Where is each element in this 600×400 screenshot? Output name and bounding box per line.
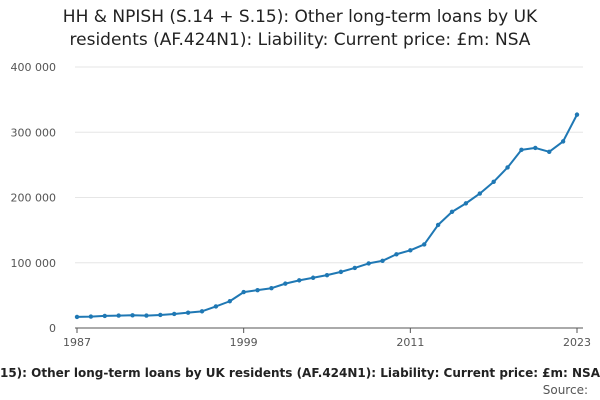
data-point[interactable] (297, 278, 302, 283)
data-point[interactable] (255, 287, 260, 293)
data-point[interactable] (338, 269, 344, 275)
footer-caption-text: HH & NPISH (S.14 + S.15): Other long-ter… (0, 366, 600, 380)
data-point[interactable] (227, 299, 232, 304)
data-point[interactable] (560, 139, 566, 144)
footer-caption: HH & NPISH (S.14 + S.15): Other long-ter… (0, 366, 600, 380)
data-point[interactable] (74, 314, 80, 320)
x-tick-label: 2023 (563, 336, 591, 349)
data-point[interactable] (158, 312, 163, 318)
x-tick-label: 1999 (230, 336, 258, 349)
data-point[interactable] (366, 261, 371, 266)
series-layer (74, 112, 580, 320)
data-point[interactable] (172, 311, 177, 317)
y-tick-label: 100 000 (11, 257, 57, 270)
y-tick-label: 200 000 (11, 192, 57, 205)
y-tick-label: 400 000 (11, 61, 57, 74)
data-point[interactable] (324, 272, 330, 278)
y-tick-label: 300 000 (11, 126, 57, 139)
data-point[interactable] (352, 265, 357, 271)
data-point[interactable] (269, 285, 274, 291)
data-point[interactable] (283, 281, 288, 286)
data-point[interactable] (116, 313, 121, 318)
data-point[interactable] (185, 310, 191, 315)
data-point[interactable] (310, 275, 316, 280)
data-point[interactable] (519, 147, 524, 153)
data-point[interactable] (241, 289, 246, 295)
data-point[interactable] (199, 309, 205, 314)
data-point[interactable] (547, 149, 552, 155)
data-point[interactable] (435, 222, 441, 228)
data-point[interactable] (422, 242, 427, 247)
grid-lines (75, 66, 583, 264)
data-point[interactable] (449, 209, 455, 215)
x-tick-label: 1987 (63, 336, 91, 349)
axes: 0 100 000 200 000 300 000 400 000 1987 1999 201… (11, 61, 592, 349)
data-point[interactable] (463, 201, 469, 206)
data-point[interactable] (88, 314, 94, 319)
source-label: Source: (542, 383, 588, 397)
chart-title-line-1: HH & NPISH (S.14 + S.15): Other long-ter… (62, 7, 538, 27)
data-point[interactable] (130, 313, 135, 318)
data-point[interactable] (505, 165, 510, 170)
data-point[interactable] (408, 248, 413, 253)
data-point[interactable] (213, 304, 219, 309)
chart-title: HH & NPISH (S.14 + S.15): Other long-ter… (0, 6, 600, 52)
data-point[interactable] (394, 252, 399, 257)
data-point[interactable] (491, 179, 496, 185)
data-point[interactable] (574, 112, 580, 117)
data-point[interactable] (533, 145, 538, 151)
y-tick-label: 0 (49, 322, 56, 335)
data-point[interactable] (477, 191, 482, 196)
chart-title-line-2: residents (AF.424N1): Liability: Current… (69, 30, 531, 50)
series-line (76, 113, 578, 318)
data-point[interactable] (102, 313, 107, 319)
x-tick-label: 2011 (396, 336, 424, 349)
data-point[interactable] (380, 258, 385, 263)
data-point[interactable] (144, 313, 149, 318)
